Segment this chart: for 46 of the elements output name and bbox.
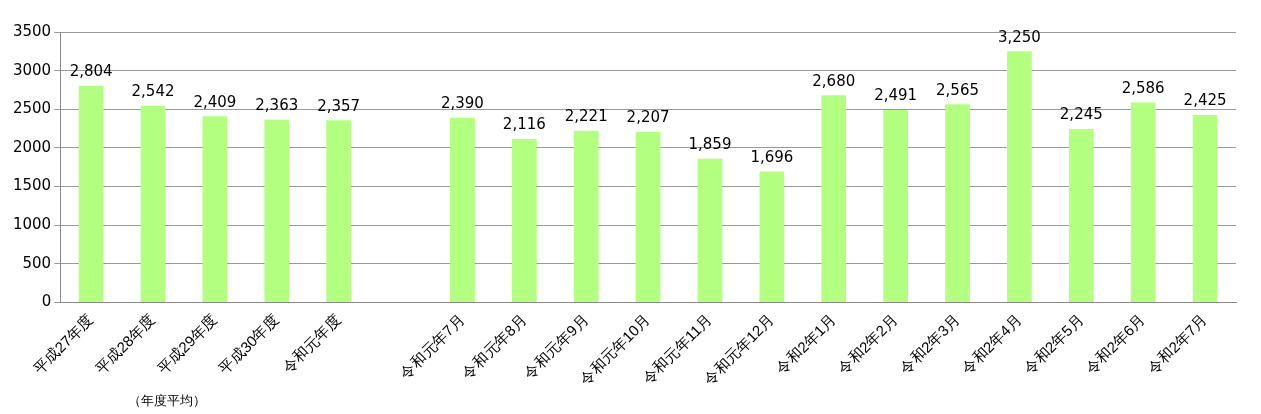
bar	[945, 104, 970, 302]
data-label: 2,586	[1121, 79, 1165, 98]
data-label: 2,425	[1183, 91, 1227, 110]
y-tick-label: 1500	[12, 176, 52, 195]
data-label: 2,680	[812, 71, 856, 90]
bar	[202, 116, 228, 302]
bar	[697, 158, 723, 302]
data-label: 1,859	[688, 135, 732, 154]
bar	[264, 119, 290, 302]
bar	[821, 95, 847, 302]
data-label: 2,221	[564, 107, 608, 126]
y-tick-label: 3500	[12, 21, 52, 40]
x-tick-label: 令和2年7月	[1143, 310, 1211, 378]
data-label: 2,363	[255, 96, 299, 115]
bar	[1068, 128, 1094, 302]
y-tick-label: 3000	[12, 60, 52, 79]
bar	[78, 85, 104, 302]
data-label: 2,491	[874, 86, 918, 105]
bar	[450, 117, 475, 302]
data-label: 2,245	[1059, 105, 1103, 124]
data-label: 2,390	[440, 94, 484, 113]
data-label: 2,409	[193, 92, 237, 111]
data-label: 3,250	[997, 27, 1041, 46]
data-label: 2,542	[131, 82, 175, 101]
bar	[759, 171, 785, 302]
bar	[883, 109, 909, 302]
bar	[635, 131, 661, 302]
bar	[511, 138, 537, 302]
bar	[326, 120, 352, 302]
data-label: 2,804	[69, 62, 113, 81]
y-tick-label: 1000	[12, 215, 52, 234]
bar	[140, 106, 166, 302]
y-tick-label: 2500	[12, 99, 52, 118]
bar	[1130, 102, 1156, 302]
data-label: 2,565	[936, 80, 979, 99]
text: （年度平均）	[128, 392, 206, 410]
bar	[1007, 51, 1032, 302]
y-tick-label: 0	[41, 292, 52, 311]
y-tick-label: 500	[22, 253, 52, 272]
data-label: 2,357	[317, 96, 361, 115]
data-label: 2,207	[626, 108, 670, 127]
y-tick-label: 2000	[12, 137, 52, 156]
data-label: 2,116	[502, 115, 546, 134]
data-label: 1,696	[750, 147, 794, 166]
bar	[573, 130, 599, 302]
bar	[1192, 115, 1218, 302]
